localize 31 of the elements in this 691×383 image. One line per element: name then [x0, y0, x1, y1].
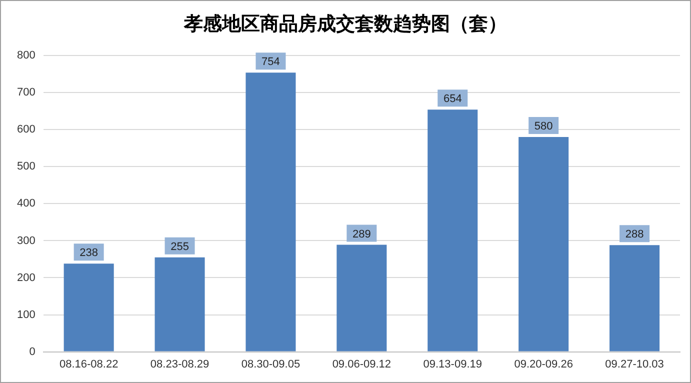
data-label: 255: [170, 240, 189, 253]
bar: [64, 264, 114, 352]
y-tick-label: 800: [16, 50, 36, 62]
bar: [246, 72, 296, 352]
y-tick-label: 200: [16, 272, 36, 284]
x-tick-label: 08.16-08.22: [59, 358, 118, 370]
bar: [518, 137, 569, 352]
x-tick-label: 08.30-09.05: [241, 358, 300, 370]
bar: [610, 245, 660, 352]
chart-title: 孝感地区商品房成交套数趋势图（套）: [182, 12, 508, 37]
x-tick-label: 09.06-09.12: [332, 358, 392, 370]
x-tick-label: 08.23-08.29: [150, 358, 210, 370]
bar: [154, 257, 205, 352]
y-tick-label: 0: [29, 346, 36, 358]
bar: [336, 244, 387, 352]
x-tick-label: 09.20-09.26: [514, 358, 573, 370]
data-label: 754: [262, 56, 280, 68]
bar: [428, 110, 478, 352]
data-label: 238: [80, 247, 98, 260]
y-tick-label: 700: [16, 86, 36, 99]
data-label: 580: [534, 120, 553, 133]
y-tick-label: 400: [16, 198, 36, 210]
data-label: 288: [625, 228, 644, 241]
x-tick-label: 09.27-10.03: [605, 358, 664, 370]
y-tick-label: 500: [16, 160, 36, 173]
x-tick-label: 09.13-09.19: [423, 358, 482, 370]
data-label: 654: [443, 93, 462, 106]
data-label: 289: [352, 228, 371, 240]
y-tick-label: 100: [16, 308, 36, 321]
y-tick-label: 300: [16, 234, 36, 247]
y-tick-label: 600: [16, 124, 36, 136]
